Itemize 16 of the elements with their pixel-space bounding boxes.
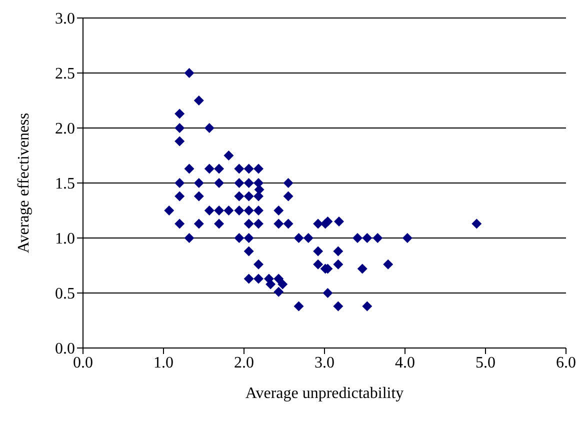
y-axis-title: Average effectiveness <box>16 112 33 254</box>
y-tick-label: 2.5 <box>55 66 75 83</box>
x-tick-label: 6.0 <box>556 354 576 372</box>
x-axis-title: Average unpredictability <box>245 385 404 402</box>
x-tick-label: 4.0 <box>395 354 415 372</box>
y-tick-label: 0.0 <box>55 340 75 358</box>
y-tick-label: 3.0 <box>55 10 75 28</box>
y-tick-label: 2.0 <box>55 120 75 138</box>
y-tick-label: 1.0 <box>55 230 75 248</box>
x-tick-label: 1.0 <box>154 354 174 372</box>
y-tick-label: 0.5 <box>55 286 75 303</box>
x-tick-label: 5.0 <box>476 354 496 372</box>
x-tick-label: 3.0 <box>314 354 334 372</box>
x-tick-label: 2.0 <box>234 354 254 372</box>
x-tick-label: 0.0 <box>73 354 93 372</box>
y-tick-label: 1.5 <box>55 176 75 193</box>
